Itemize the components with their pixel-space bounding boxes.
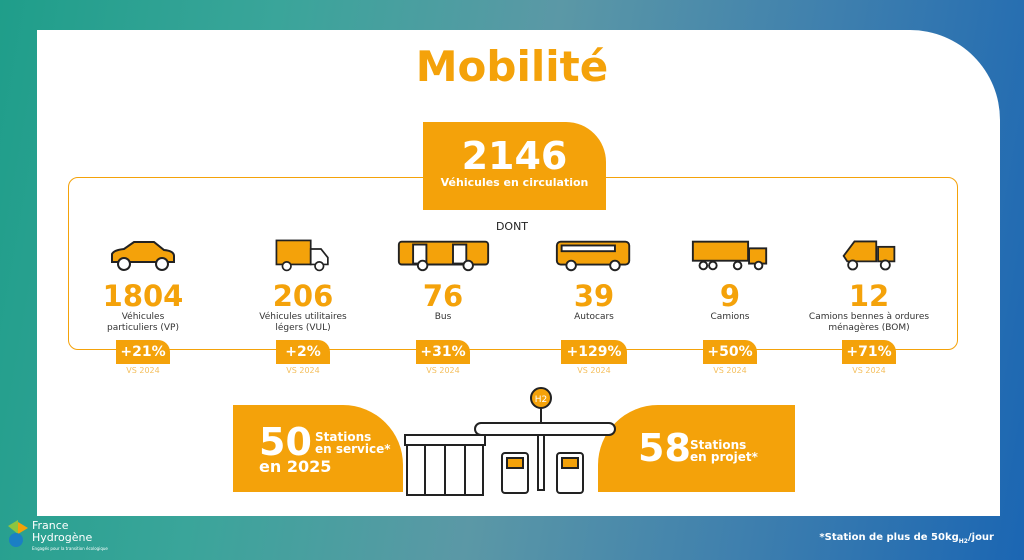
car-icon <box>63 236 223 274</box>
category-label-line1: Véhicules <box>121 312 165 322</box>
stations-service-value: 50 <box>259 420 312 464</box>
vs-label: VS 2024 <box>426 366 460 375</box>
garbage-truck-icon <box>789 236 949 274</box>
category-value: 39 <box>573 279 615 313</box>
stations-projet-panel: 58 Stations en projet* <box>598 405 795 492</box>
vs-label: VS 2024 <box>852 366 886 375</box>
footnote: *Station de plus de 50kgH2/jour <box>819 532 994 545</box>
category-5: 12 Camions bennes à ordures ménagères (BO… <box>789 236 949 336</box>
page-title: Mobilité <box>415 42 609 91</box>
category-value: 1804 <box>102 279 184 313</box>
category-label: Autocars <box>514 312 674 336</box>
total-label: Véhicules en circulation <box>440 176 589 189</box>
vs-label: VS 2024 <box>126 366 160 375</box>
stations-service-panel: 50 Stations en service* en 2025 <box>233 405 403 492</box>
van-icon <box>223 236 383 274</box>
stations-service-line1: Stations <box>315 430 372 444</box>
stations-service-line2: en service* <box>315 442 391 456</box>
vs-label: VS 2024 <box>713 366 747 375</box>
category-value: 76 <box>422 279 464 313</box>
category-label-line1: Camions bennes à ordures <box>808 312 930 322</box>
stations-projet-line2: en projet* <box>690 450 758 464</box>
change-badge: +129% <box>561 340 627 364</box>
category-label-line1: Autocars <box>574 312 614 322</box>
category-label: Véhicules particuliers (VP) <box>63 312 223 336</box>
logo-line2: Hydrogène <box>32 531 93 544</box>
change-badge: +21% <box>116 340 170 364</box>
category-1: 206 Véhicules utilitaires légers (VUL) <box>223 236 383 336</box>
france-hydrogene-logo: France Hydrogène Engagés pour la transiti… <box>6 518 108 552</box>
coach-icon <box>514 236 674 274</box>
change-badge: +2% <box>276 340 330 364</box>
truck-icon <box>650 236 810 274</box>
footnote-suffix: /jour <box>967 532 994 543</box>
station-sign: H2 <box>535 395 548 405</box>
total-vehicles-badge: 2146 Véhicules en circulation <box>423 122 606 210</box>
change-badge: +50% <box>703 340 757 364</box>
footnote-sub: H2 <box>958 538 968 545</box>
category-value: 206 <box>272 279 334 313</box>
category-2: 76 Bus <box>363 236 523 336</box>
stations-service-year: en 2025 <box>259 457 332 476</box>
category-label: Véhicules utilitaires légers (VUL) <box>223 312 383 336</box>
category-label-line1: Bus <box>434 312 452 322</box>
hydrogen-station-illustration: H2 <box>404 387 616 496</box>
change-badge: +71% <box>842 340 896 364</box>
category-label: Camions <box>650 312 810 336</box>
stations-projet-value: 58 <box>638 426 691 470</box>
logo-tagline: Engagés pour la transition écologique <box>32 546 108 551</box>
category-4: 9 Camions <box>650 236 810 336</box>
total-value: 2146 <box>461 134 568 178</box>
change-badge: +31% <box>416 340 470 364</box>
category-label-line1: Camions <box>710 312 750 322</box>
category-3: 39 Autocars <box>514 236 674 336</box>
category-label-line2: particuliers (VP) <box>106 323 179 333</box>
category-label-line1: Véhicules utilitaires <box>259 312 347 322</box>
category-label-line2: légers (VUL) <box>275 323 331 333</box>
category-value: 9 <box>719 279 741 313</box>
category-value: 12 <box>848 279 890 313</box>
vs-label: VS 2024 <box>577 366 611 375</box>
vs-label: VS 2024 <box>286 366 320 375</box>
footnote-prefix: *Station de plus de 50kg <box>819 532 959 543</box>
category-label-line2: ménagères (BOM) <box>828 323 910 333</box>
category-0: 1804 Véhicules particuliers (VP) <box>63 236 223 336</box>
dont-label: DONT <box>495 220 529 233</box>
logo-line1: France <box>32 519 69 532</box>
category-label: Bus <box>363 312 523 336</box>
bus-icon <box>363 236 523 274</box>
stations-projet-line1: Stations <box>690 438 747 452</box>
category-label: Camions bennes à ordures ménagères (BOM) <box>789 312 949 336</box>
